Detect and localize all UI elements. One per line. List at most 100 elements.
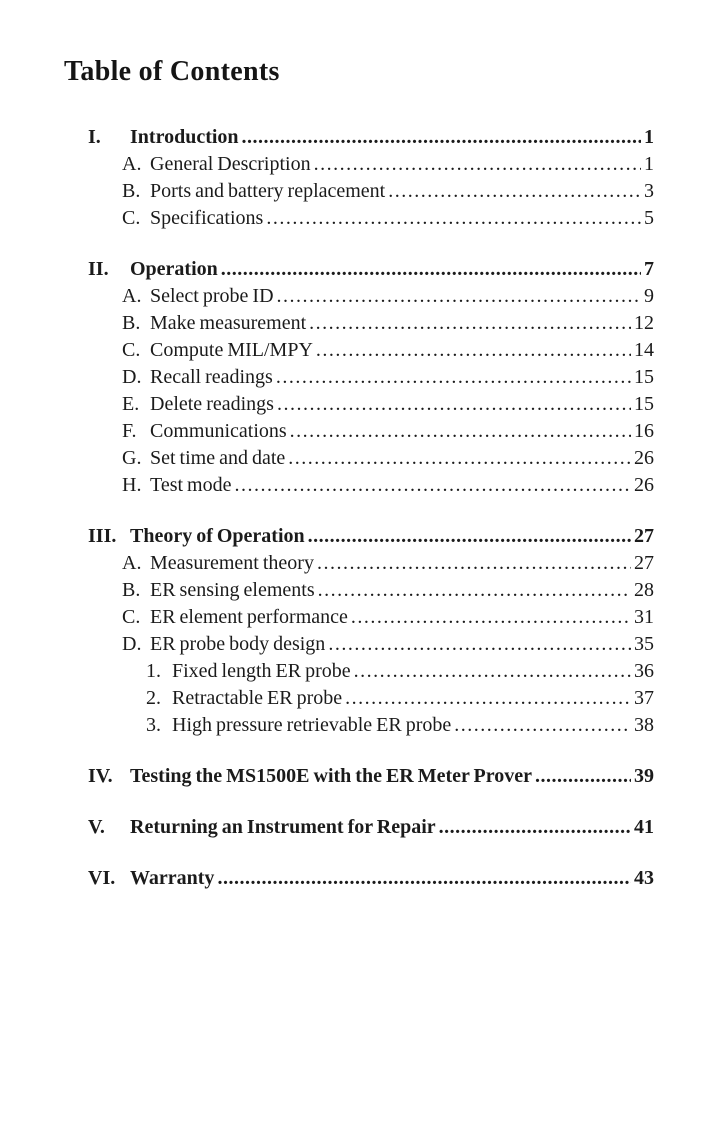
- toc-entry-page: 14: [634, 339, 654, 361]
- toc-entry: 1. Fixed length ER probe 36: [88, 658, 654, 685]
- toc-entry-dot-leader: [318, 577, 631, 604]
- toc-entry-dot-leader: [454, 712, 631, 739]
- toc-entry-dot-leader: [276, 364, 631, 391]
- toc-entry-label: B.: [122, 180, 141, 202]
- toc-entry-title: Operation: [130, 258, 218, 280]
- toc-entry-dot-leader: [288, 445, 631, 472]
- toc-entry-label: B.: [122, 312, 141, 334]
- toc-entry-dot-leader: [290, 418, 631, 445]
- toc-entry-title: ER element performance: [150, 606, 348, 628]
- toc-entry-dot-leader: [388, 178, 641, 205]
- toc-section: I. Introduction 1 A. General Description…: [88, 124, 654, 232]
- toc-entry-dot-leader: [351, 604, 631, 631]
- toc-entry-title: Introduction: [130, 126, 239, 148]
- toc-entry: V. Returning an Instrument for Repair 41: [88, 814, 654, 841]
- toc-entry-title: Measurement theory: [150, 552, 314, 574]
- toc-entry-dot-leader: [314, 151, 641, 178]
- toc-entry-page: 15: [634, 393, 654, 415]
- toc-entry-title: Testing the MS1500E with the ER Meter Pr…: [130, 765, 533, 787]
- toc-entry: F. Communications 16: [88, 418, 654, 445]
- toc-entry-page: 3: [644, 180, 654, 202]
- toc-entry: C. ER element performance 31: [88, 604, 654, 631]
- toc-entry: III. Theory of Operation 27: [88, 523, 654, 550]
- toc-entry-title: Set time and date: [150, 447, 286, 469]
- toc-entry-page: 27: [634, 552, 654, 574]
- toc-entry-page: 27: [634, 525, 654, 547]
- toc-entry-label: C.: [122, 207, 141, 229]
- toc-entry-dot-leader: [309, 310, 631, 337]
- toc-entry-page: 15: [634, 366, 654, 388]
- toc-entry-page: 36: [634, 660, 654, 682]
- toc-entry-dot-leader: [308, 523, 631, 550]
- toc-section: V. Returning an Instrument for Repair 41: [88, 814, 654, 841]
- toc-entry: A. Select probe ID 9: [88, 283, 654, 310]
- toc-entry-dot-leader: [242, 124, 641, 151]
- toc-entry-title: High pressure retrievable ER probe: [172, 714, 452, 736]
- toc-entry: A. Measurement theory 27: [88, 550, 654, 577]
- toc-entry-label: C.: [122, 339, 141, 361]
- toc-entry: B. ER sensing elements 28: [88, 577, 654, 604]
- toc-entry-label: H.: [122, 474, 142, 496]
- toc-entry-title: Specifications: [150, 207, 264, 229]
- toc-entry: D. Recall readings 15: [88, 364, 654, 391]
- toc-entry-page: 37: [634, 687, 654, 709]
- toc-list: I. Introduction 1 A. General Description…: [88, 124, 654, 916]
- toc-entry-title: Test mode: [150, 474, 232, 496]
- toc-entry: 3. High pressure retrievable ER probe 38: [88, 712, 654, 739]
- toc-entry-page: 12: [634, 312, 654, 334]
- toc-entry-dot-leader: [317, 550, 631, 577]
- toc-entry-dot-leader: [354, 658, 631, 685]
- toc-entry-title: Fixed length ER probe: [172, 660, 351, 682]
- toc-entry: IV. Testing the MS1500E with the ER Mete…: [88, 763, 654, 790]
- toc-entry-page: 7: [644, 258, 654, 280]
- toc-entry-title: Theory of Operation: [130, 525, 305, 547]
- toc-section: VI. Warranty 43: [88, 865, 654, 892]
- toc-entry-title: Communications: [150, 420, 287, 442]
- toc-entry-title: Returning an Instrument for Repair: [130, 816, 436, 838]
- toc-entry: C. Compute MIL/MPY 14: [88, 337, 654, 364]
- toc-entry-label: II.: [88, 258, 109, 280]
- toc-entry-label: VI.: [88, 867, 116, 889]
- toc-entry: C. Specifications 5: [88, 205, 654, 232]
- toc-entry-dot-leader: [221, 256, 641, 283]
- toc-entry-title: Make measurement: [150, 312, 307, 334]
- toc-entry-label: 1.: [146, 660, 161, 682]
- toc-entry-label: D.: [122, 633, 142, 655]
- toc-entry-page: 35: [634, 633, 654, 655]
- toc-entry-dot-leader: [535, 763, 631, 790]
- toc-entry-title: Delete readings: [150, 393, 274, 415]
- toc-entry-dot-leader: [266, 205, 641, 232]
- toc-entry: 2. Retractable ER probe 37: [88, 685, 654, 712]
- toc-entry-label: A.: [122, 552, 142, 574]
- toc-entry-title: Select probe ID: [150, 285, 274, 307]
- toc-entry: I. Introduction 1: [88, 124, 654, 151]
- toc-entry-page: 41: [634, 816, 654, 838]
- toc-entry-title: Ports and battery replacement: [150, 180, 386, 202]
- toc-entry: E. Delete readings 15: [88, 391, 654, 418]
- toc-entry: G. Set time and date 26: [88, 445, 654, 472]
- toc-entry-label: B.: [122, 579, 141, 601]
- toc-entry-page: 43: [634, 867, 654, 889]
- toc-entry-dot-leader: [345, 685, 631, 712]
- toc-entry-label: V.: [88, 816, 105, 838]
- toc-entry-title: General Description: [150, 153, 311, 175]
- toc-entry-dot-leader: [316, 337, 631, 364]
- toc-entry-page: 5: [644, 207, 654, 229]
- toc-entry-title: ER sensing elements: [150, 579, 315, 601]
- toc-entry-page: 39: [634, 765, 654, 787]
- toc-entry-dot-leader: [328, 631, 631, 658]
- toc-entry-label: 2.: [146, 687, 161, 709]
- toc-entry-page: 31: [634, 606, 654, 628]
- toc-entry-label: I.: [88, 126, 101, 148]
- toc-entry-page: 1: [644, 153, 654, 175]
- toc-entry-label: F.: [122, 420, 137, 442]
- toc-entry-label: 3.: [146, 714, 161, 736]
- toc-entry: II. Operation 7: [88, 256, 654, 283]
- toc-entry-label: E.: [122, 393, 140, 415]
- toc-entry-label: G.: [122, 447, 142, 469]
- toc-entry-title: Retractable ER probe: [172, 687, 343, 709]
- toc-entry-page: 9: [644, 285, 654, 307]
- toc-entry-dot-leader: [277, 391, 631, 418]
- toc-entry-label: IV.: [88, 765, 113, 787]
- toc-entry: H. Test mode 26: [88, 472, 654, 499]
